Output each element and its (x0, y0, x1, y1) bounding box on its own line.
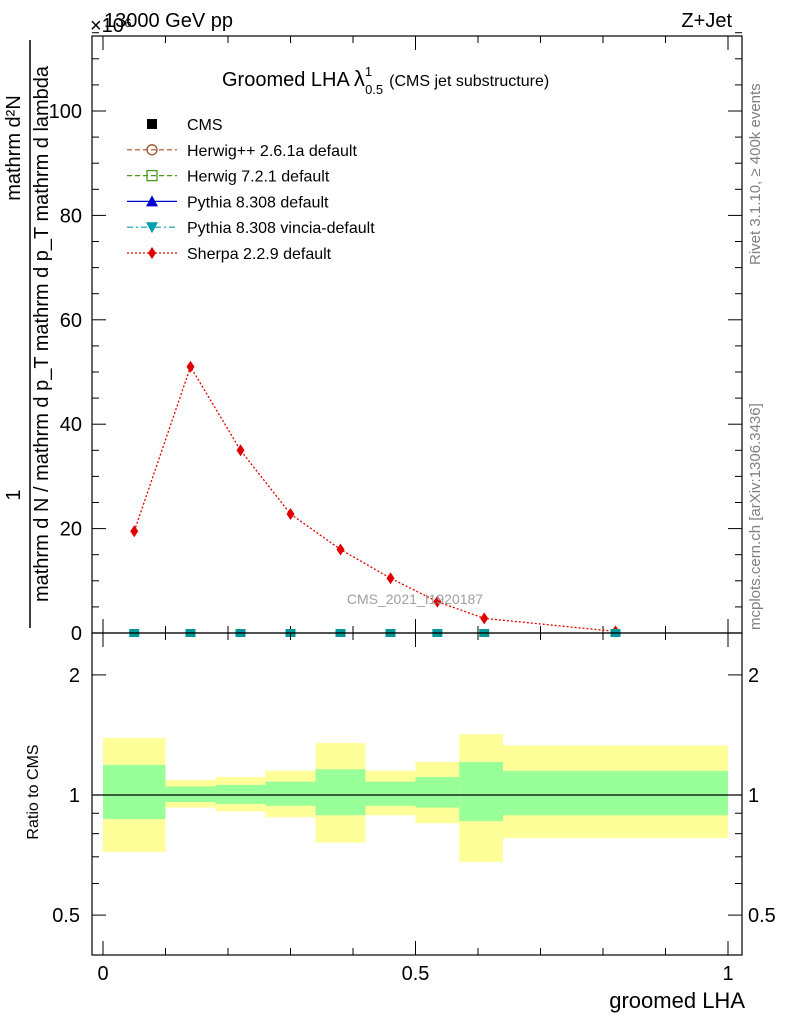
ratio-y-tick-label-right: 1 (748, 785, 759, 807)
main-plot-panel: 0 20 40 60 80 100 Groomed LHA λ1 0.5 (CMS jet su… (49, 32, 743, 645)
ratio-y-tick-label-right: 0.5 (748, 905, 776, 927)
y-axis-label-top: 1 (3, 489, 25, 500)
legend-marker-icon (146, 195, 158, 207)
inner-band (459, 761, 503, 822)
x-tick-label: 0.5 (402, 963, 430, 985)
y-tick-label: 40 (60, 414, 82, 436)
legend-label: CMS (187, 117, 223, 134)
ratio-panel-frame (91, 632, 743, 956)
legend-entry: Pythia 8.308 vincia-default (127, 220, 375, 237)
data-point (236, 444, 245, 457)
inner-band (415, 776, 460, 808)
plot-title-suffix: (CMS jet substructure) (389, 73, 549, 90)
legend-marker-icon (146, 222, 158, 234)
y-tick-label: 0 (71, 623, 82, 645)
y-axis-label-numerator: mathrm d²N (3, 95, 25, 201)
legend-entry: Pythia 8.308 default (127, 194, 329, 211)
inner-band (315, 769, 366, 816)
data-point (433, 595, 442, 608)
y-tick-label: 80 (60, 205, 82, 227)
ratio-y-tick-label: 0.5 (52, 905, 80, 927)
y-axis-label-denominator: mathrm d N / mathrm d p_T mathrm d p_T m… (31, 65, 53, 602)
inner-band (503, 770, 728, 816)
legend-marker-icon (147, 119, 157, 129)
legend-label: Herwig++ 2.6.1a default (187, 143, 357, 160)
legend-entry: CMS (147, 117, 223, 134)
ratio-y-tick-label-right: 2 (748, 665, 759, 687)
data-point (186, 360, 195, 373)
ratio-y-label: Ratio to CMS (25, 744, 42, 839)
y-tick-label: 100 (49, 101, 82, 123)
y-tick-label: 20 (60, 519, 82, 541)
inner-band (165, 786, 216, 803)
plot-title-lambda: λ (354, 66, 365, 91)
legend-label: Herwig 7.2.1 default (187, 169, 330, 186)
y-tick-label: 60 (60, 310, 82, 332)
mcplots-credit-label: mcplots.cern.ch [arXiv:1306.3436] (747, 403, 764, 630)
rivet-version-label: Rivet 3.1.10, ≥ 400k events (747, 83, 764, 265)
plot-title-main: Groomed LHA (222, 69, 350, 91)
sherpa-series (130, 360, 620, 638)
ratio-y-tick-label: 2 (69, 665, 80, 687)
ratio-uncertainty-bands (103, 734, 728, 862)
data-point (480, 612, 489, 625)
legend-marker-icon (146, 169, 158, 182)
legend-marker-icon (148, 247, 156, 259)
inner-band (265, 781, 316, 806)
energy-label: 13000 GeV pp (104, 10, 233, 32)
inner-band (103, 764, 166, 820)
x-tick-label: 0 (97, 963, 108, 985)
legend: CMS Herwig++ 2.6.1a default Herwig 7.2.1 d… (127, 117, 375, 263)
exponent-label: ×10⁶ (90, 15, 132, 37)
legend-entry: Sherpa 2.2.9 default (127, 246, 332, 263)
plot-title: Groomed LHA λ1 0.5 (CMS jet substructure) (222, 64, 549, 97)
plot-title-sub: 0.5 (365, 82, 383, 97)
data-point (336, 543, 345, 556)
legend-label: Sherpa 2.2.9 default (187, 246, 332, 263)
plot-title-sup: 1 (365, 64, 372, 79)
legend-entry: Herwig 7.2.1 default (127, 169, 330, 186)
legend-label: Pythia 8.308 vincia-default (187, 220, 375, 237)
legend-marker-icon (146, 144, 158, 156)
inner-band (215, 784, 266, 804)
inner-band (365, 781, 416, 806)
main-plot-ticks: 0 20 40 60 80 100 (49, 32, 742, 645)
data-point (130, 525, 139, 538)
legend-label: Pythia 8.308 default (187, 194, 329, 211)
x-axis-label: groomed LHA (609, 988, 745, 1013)
analysis-watermark: CMS_2021_I1920187 (347, 591, 483, 607)
legend-entry: Herwig++ 2.6.1a default (127, 143, 357, 160)
process-label: Z+Jet (681, 10, 732, 32)
x-tick-label: 1 (722, 963, 733, 985)
data-point (386, 572, 395, 585)
ratio-y-tick-label: 1 (69, 785, 80, 807)
ratio-panel: 0.5 0.5 1 1 2 2 0 0.5 1 (52, 632, 776, 985)
data-point (286, 507, 295, 520)
